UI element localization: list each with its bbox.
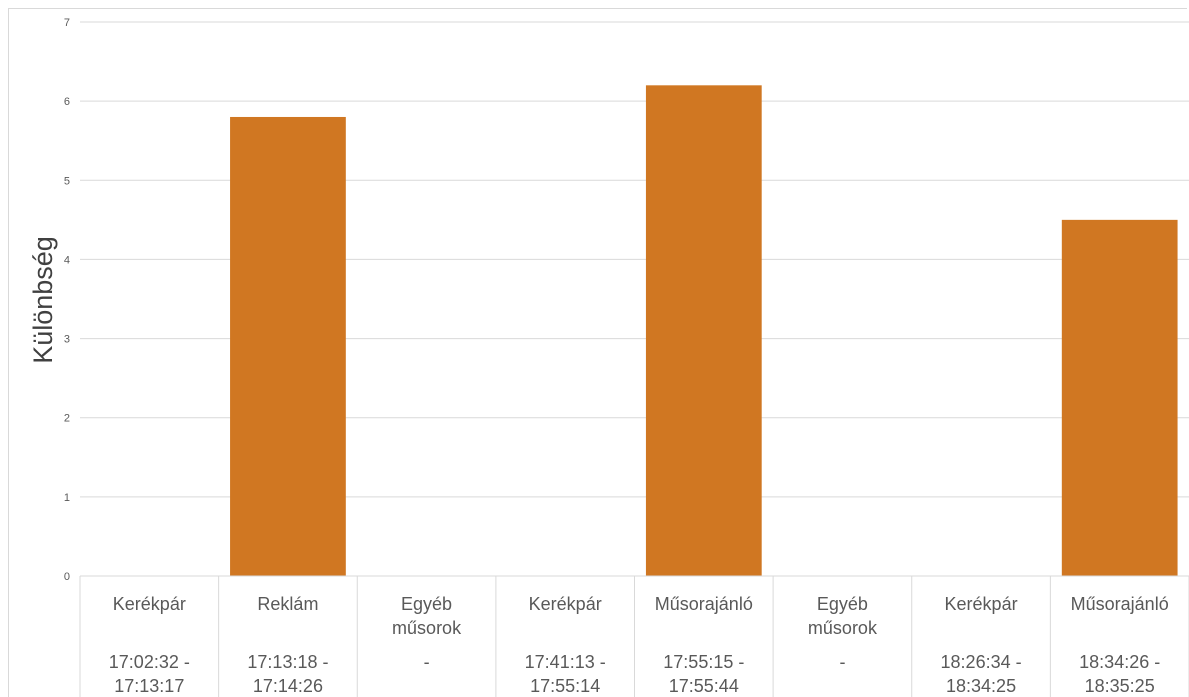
y-tick-label: 1 (64, 492, 70, 504)
category-label-time1: - (424, 652, 430, 672)
bar (645, 85, 762, 577)
category-label-time1: 17:02:32 - (109, 652, 190, 672)
chart-frame (8, 8, 1187, 697)
y-tick-label: 6 (64, 96, 70, 108)
category-label-time1: 17:55:15 - (663, 652, 744, 672)
y-tick-label: 7 (64, 17, 70, 29)
category-label-name: Egyéb (401, 594, 452, 614)
bars (230, 85, 1178, 577)
y-tick-label: 3 (64, 334, 70, 346)
bar (230, 116, 346, 576)
category-label-time1: - (839, 652, 845, 672)
category-label-time2: 17:14:26 (253, 676, 323, 696)
category-label-name: Kerékpár (113, 594, 186, 614)
category-label-time2: 17:55:14 (530, 676, 600, 696)
category-label-name: Reklám (257, 594, 318, 614)
y-axis-ticks: 0 1 2 3 4 5 6 7 (64, 17, 70, 583)
category-label-name: Műsorajánló (655, 594, 753, 614)
category-label-time1: 17:41:13 - (525, 652, 606, 672)
y-tick-label: 2 (64, 413, 70, 425)
bar (1061, 219, 1178, 576)
y-tick-label: 0 (64, 571, 70, 583)
y-tick-label: 5 (64, 175, 70, 187)
category-label-time1: 18:34:26 - (1079, 652, 1160, 672)
category-label-time2: 18:35:25 (1085, 676, 1155, 696)
category-label-name: Kerékpár (529, 594, 602, 614)
category-table: Kerékpár 17:02:32 - 17:13:17 Reklám 17:13:18… (79, 575, 1189, 697)
category-label-time2: 17:55:44 (669, 676, 739, 696)
category-label-name2: műsorok (808, 618, 878, 638)
category-label-name: Műsorajánló (1071, 594, 1169, 614)
y-axis-label: Különbség (28, 236, 58, 364)
category-label-name2: műsorok (392, 618, 462, 638)
category-label-time1: 18:26:34 - (941, 652, 1022, 672)
category-label-time2: 17:13:17 (114, 676, 184, 696)
category-label-time2: 18:34:25 (946, 676, 1016, 696)
category-label-name: Egyéb (817, 594, 868, 614)
category-label-time1: 17:13:18 - (247, 652, 328, 672)
category-label-name: Kerékpár (945, 594, 1018, 614)
y-tick-label: 4 (64, 254, 70, 266)
